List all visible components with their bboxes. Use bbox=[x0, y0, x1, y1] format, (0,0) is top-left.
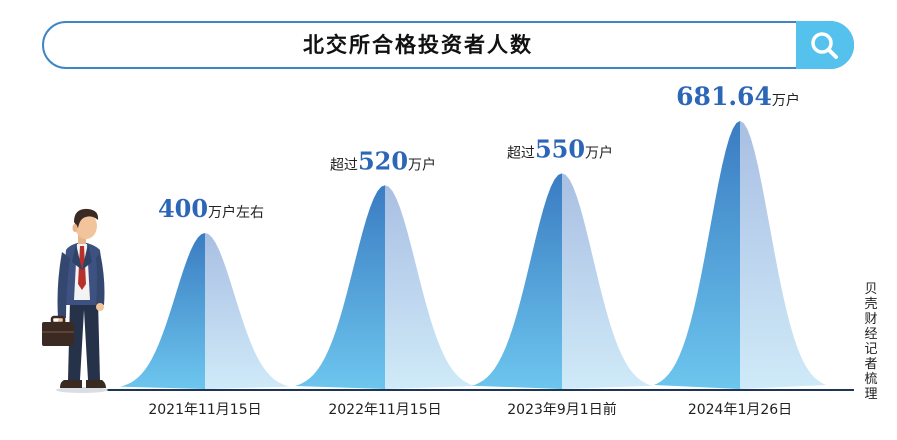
value-label: 超过520万户 bbox=[330, 146, 436, 175]
peak-left-half bbox=[295, 185, 385, 389]
value-label: 超过550万户 bbox=[507, 134, 613, 163]
peak-left-half bbox=[472, 173, 562, 389]
peak-mark bbox=[654, 121, 826, 389]
value-label: 400万户左右 bbox=[158, 194, 264, 223]
source-credit: 贝壳财经记者梳理 bbox=[864, 282, 878, 402]
search-icon bbox=[811, 32, 838, 59]
x-tick-label: 2021年11月15日 bbox=[148, 402, 261, 418]
title-bar: 北交所合格投资者人数 bbox=[42, 21, 854, 69]
businessman-illustration bbox=[42, 208, 108, 393]
peak-right-half bbox=[205, 233, 290, 389]
peak-right-half bbox=[562, 173, 652, 389]
peak-right-half bbox=[740, 121, 826, 389]
peak-left-half bbox=[654, 121, 740, 389]
peak-mark bbox=[295, 185, 475, 389]
x-tick-label: 2024年1月26日 bbox=[688, 402, 792, 418]
peak-left-half bbox=[120, 233, 205, 389]
peak-mark bbox=[120, 233, 290, 389]
value-label: 681.64万户 bbox=[676, 82, 800, 111]
search-button[interactable] bbox=[796, 21, 854, 69]
x-tick-label: 2022年11月15日 bbox=[328, 402, 441, 418]
peak-right-half bbox=[385, 185, 475, 389]
x-tick-label: 2023年9月1日前 bbox=[507, 401, 616, 418]
page-title: 北交所合格投资者人数 bbox=[303, 33, 533, 57]
peak-mark bbox=[472, 173, 652, 389]
